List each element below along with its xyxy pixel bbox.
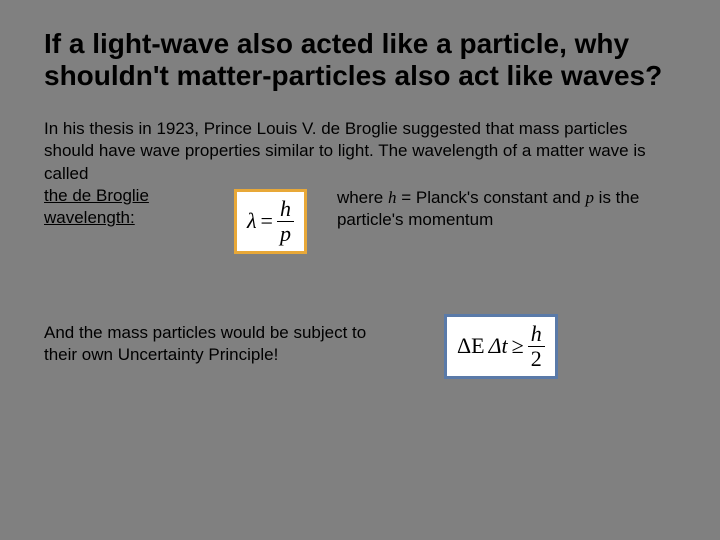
- numerator-h2: h: [528, 323, 545, 347]
- denominator-2: 2: [528, 347, 545, 370]
- slide-title: If a light-wave also acted like a partic…: [44, 28, 676, 92]
- denominator-p: p: [277, 222, 294, 245]
- lambda-symbol: λ: [247, 207, 257, 236]
- term-label: the de Broglie wavelength:: [44, 185, 224, 229]
- numerator-h: h: [277, 198, 294, 222]
- formula-explanation: where h = Planck's constant and p is the…: [317, 185, 676, 231]
- explain-prefix: where: [337, 188, 388, 207]
- geq-sign: ≥: [512, 332, 524, 361]
- explain-p-var: p: [585, 188, 594, 207]
- equals-sign: =: [261, 207, 273, 236]
- explain-mid: = Planck's constant and: [396, 188, 585, 207]
- formula-debroglie: λ = h p: [234, 189, 307, 254]
- formula-uncertainty: ΔE Δt ≥ h 2: [444, 314, 558, 379]
- intro-text: In his thesis in 1923, Prince Louis V. d…: [44, 118, 676, 184]
- uncertainty-text: And the mass particles would be subject …: [44, 322, 404, 366]
- delta-e: ΔE: [457, 332, 485, 361]
- delta-t: Δt: [489, 332, 508, 361]
